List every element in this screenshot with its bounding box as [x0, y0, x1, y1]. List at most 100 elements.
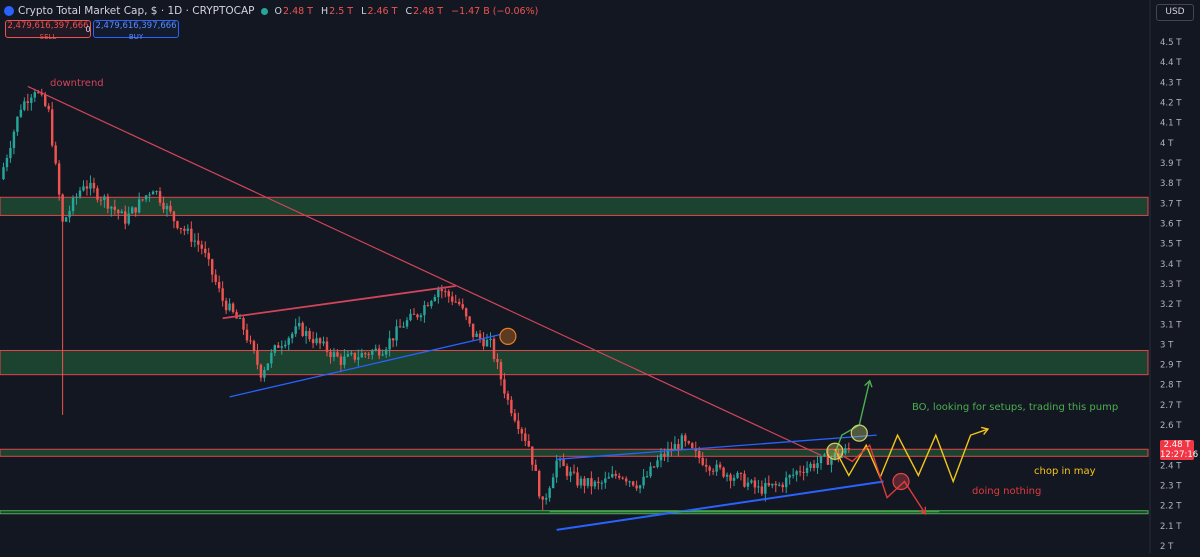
marker-circle: [892, 472, 910, 491]
ohlc-low-value: 2.46 T: [367, 5, 398, 17]
candle-body: [541, 496, 544, 500]
candle-body: [461, 304, 464, 309]
candle-body: [638, 485, 642, 489]
candle-body: [9, 147, 12, 159]
buy-button[interactable]: 2,479,616,397,666 BUY: [93, 20, 179, 41]
y-tick-label: 3 T: [1160, 340, 1174, 350]
candle-body: [141, 199, 144, 201]
annotation-nothing[interactable]: doing nothing: [972, 486, 1042, 497]
ohlc-readout: O2.48 T H2.5 T L2.46 T C2.48 T −1.47 B (…: [275, 6, 544, 17]
candle-body: [583, 478, 586, 486]
candle-body: [663, 453, 666, 457]
currency-selector[interactable]: USD: [1156, 4, 1194, 21]
candle-body: [666, 448, 670, 457]
candle-body: [391, 338, 395, 341]
candle-body: [357, 357, 360, 360]
candle-body: [635, 485, 638, 489]
candle-body: [405, 320, 409, 327]
candle-body: [823, 454, 826, 457]
annotation-chop[interactable]: chop in may: [1034, 466, 1096, 477]
candle-body: [531, 446, 534, 465]
candle-body: [33, 92, 37, 98]
candle-body: [26, 101, 30, 103]
candle-body: [537, 470, 541, 497]
sell-button[interactable]: 2,479,616,397,666 SELL: [5, 20, 91, 41]
candle-body: [419, 315, 423, 318]
candle-body: [788, 475, 791, 478]
candle-body: [318, 338, 322, 344]
y-tick-label: 3.1 T: [1160, 320, 1182, 330]
y-tick-label: 3.6 T: [1160, 219, 1182, 229]
candle-body: [172, 211, 176, 222]
candle-body: [805, 467, 809, 473]
candle-body: [430, 301, 433, 307]
candle-body: [50, 109, 54, 146]
candle-body: [781, 484, 784, 488]
candle-body: [673, 444, 677, 451]
candle-body: [791, 474, 795, 476]
candle-body: [179, 228, 183, 230]
symbol-logo-icon: [4, 6, 14, 16]
candle-body: [89, 182, 92, 189]
candle-body: [642, 476, 645, 486]
candle-body: [426, 305, 430, 307]
trendline-channel-bottom: [229, 333, 502, 398]
candle-body: [155, 191, 158, 193]
y-tick-label: 2 T: [1160, 542, 1174, 552]
candle-body: [597, 481, 600, 484]
y-tick-label: 4.4 T: [1160, 58, 1182, 68]
y-tick-label: 4 T: [1160, 139, 1174, 149]
annotation-downtrend[interactable]: downtrend: [50, 78, 104, 89]
candle-body: [5, 158, 9, 168]
candle-body: [377, 348, 381, 356]
y-tick-label: 3.5 T: [1160, 240, 1182, 250]
candle-body: [169, 205, 172, 212]
candle-body: [513, 413, 517, 421]
candle-body: [384, 349, 388, 355]
candle-body: [249, 340, 252, 342]
candle-body: [423, 305, 426, 316]
candle-body: [764, 483, 767, 494]
candle-body: [774, 483, 777, 486]
market-status-icon: [260, 7, 268, 15]
scenario-path-nothing: [834, 443, 926, 515]
candle-body: [12, 131, 16, 148]
candle-body: [670, 448, 673, 451]
candle-body: [784, 477, 788, 488]
support-resistance-zone: [0, 510, 1149, 515]
y-tick-label: 3.8 T: [1160, 179, 1182, 189]
scenario-path-chop: [834, 428, 989, 484]
symbol-title[interactable]: Crypto Total Market Cap, $ · 1D · CRYPTO…: [18, 5, 255, 17]
candle-body: [304, 330, 308, 336]
candle-body: [193, 240, 197, 242]
candle-body: [649, 466, 652, 477]
candle-body: [652, 466, 656, 468]
candle-body: [611, 473, 614, 478]
candle-body: [499, 362, 503, 380]
candle-body: [332, 352, 336, 358]
y-tick-label: 3.2 T: [1160, 300, 1182, 310]
candle-body: [555, 460, 558, 478]
candle-body: [604, 478, 607, 483]
candle-body: [204, 248, 207, 253]
candle-body: [329, 351, 332, 358]
ohlc-open-key: O: [274, 5, 282, 17]
candle-body: [398, 326, 402, 328]
y-tick-label: 3.3 T: [1160, 280, 1182, 290]
candle-body: [291, 333, 294, 339]
candle-body: [315, 338, 318, 344]
candle-body: [343, 356, 346, 365]
candle-body: [311, 339, 315, 344]
candle-body: [492, 338, 496, 359]
annotation-bo[interactable]: BO, looking for setups, trading this pum…: [912, 402, 1119, 413]
candle-body: [732, 477, 736, 481]
candle-body: [200, 244, 203, 249]
candle-body: [517, 420, 520, 430]
candle-body: [718, 464, 722, 468]
candle-body: [284, 344, 287, 347]
candle-body: [798, 471, 802, 473]
candle-body: [409, 313, 412, 321]
candle-body: [176, 221, 179, 229]
